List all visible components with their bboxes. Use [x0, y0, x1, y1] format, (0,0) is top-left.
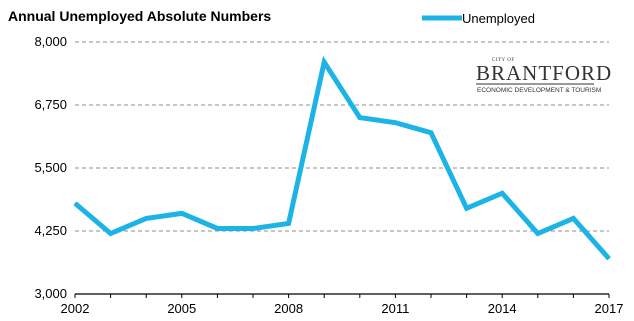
data-point: [216, 227, 218, 229]
data-point: [572, 217, 574, 219]
y-tick-label: 5,500: [34, 160, 67, 175]
y-tick-label: 8,000: [34, 34, 67, 49]
data-point: [145, 217, 147, 219]
data-point: [430, 132, 432, 134]
data-point: [288, 222, 290, 224]
data-point: [110, 233, 112, 235]
series-line-unemployed: [73, 55, 611, 261]
x-tick-label: 2011: [381, 301, 409, 316]
x-tick-label: 2017: [595, 301, 624, 316]
series-layer: [73, 55, 611, 261]
x-tick-label: 2008: [274, 301, 303, 316]
data-point: [74, 202, 76, 204]
legend: Unemployed: [422, 11, 535, 26]
legend-label: Unemployed: [462, 11, 535, 26]
x-tick-label: 2014: [488, 301, 517, 316]
y-tick-label: 4,250: [34, 223, 67, 238]
data-point: [323, 61, 325, 63]
data-point: [252, 227, 254, 229]
data-point: [466, 207, 468, 209]
data-point: [394, 122, 396, 124]
gridlines: [75, 41, 609, 232]
logo-subtitle-text: ECONOMIC DEVELOPMENT & TOURISM: [477, 87, 601, 94]
data-point: [537, 233, 539, 235]
data-point: [181, 212, 183, 214]
chart-title: Annual Unemployed Absolute Numbers: [8, 8, 271, 24]
x-axis-ticks: 2002 2005 2008 2011 2014 2017: [61, 294, 624, 316]
data-point: [501, 192, 503, 194]
y-axis-ticks: 3,000 4,250 5,500 6,750 8,000: [34, 34, 67, 301]
brantford-logo: CITY OF BRANTFORD ECONOMIC DEVELOPMENT &…: [476, 58, 612, 94]
logo-name-text: BRANTFORD: [476, 61, 612, 85]
y-tick-label: 6,750: [34, 97, 67, 112]
logo-city-text: CITY OF: [492, 58, 515, 63]
x-tick-label: 2002: [61, 301, 90, 316]
data-point: [359, 117, 361, 119]
x-tick-label: 2005: [167, 301, 196, 316]
y-tick-label: 3,000: [34, 286, 67, 301]
data-point: [608, 258, 610, 260]
